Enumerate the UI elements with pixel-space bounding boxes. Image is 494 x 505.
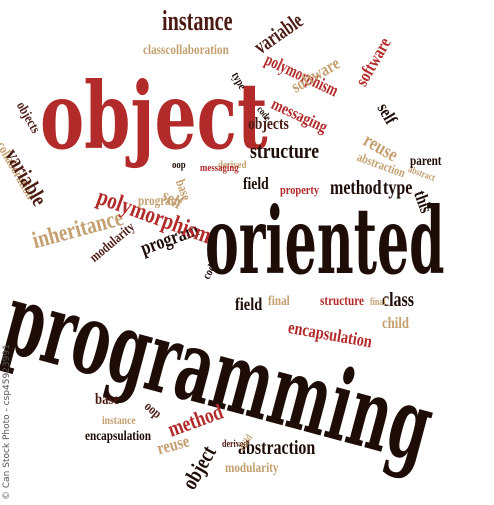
cloud-word: method (330, 177, 382, 199)
cloud-word: base (95, 391, 120, 408)
cloud-word: program (138, 194, 181, 209)
cloud-word: objects (248, 114, 289, 133)
cloud-word: structure (250, 138, 320, 163)
cloud-word: encapsulation (85, 429, 151, 444)
cloud-word: final (268, 294, 290, 309)
cloud-word: messaging (200, 162, 239, 174)
stock-watermark: © Can Stock Photo - csp45923991 (2, 344, 12, 500)
cloud-word: derived (218, 159, 247, 171)
cloud-word: variable (248, 7, 308, 59)
cloud-word: child (382, 315, 410, 332)
cloud-word: field (235, 294, 263, 314)
cloud-word: structure (320, 294, 364, 309)
cloud-word: field (243, 174, 269, 193)
cloud-word: parent (410, 154, 442, 169)
cloud-word: self (373, 99, 402, 128)
cloud-word: property (280, 182, 320, 197)
cloud-word: final (370, 297, 386, 308)
cloud-word: type (383, 177, 413, 199)
cloud-word: oriented (205, 187, 445, 295)
cloud-word: derived (222, 439, 248, 450)
cloud-word: abstraction (238, 437, 316, 459)
cloud-word: classcollaboration (143, 43, 229, 58)
cloud-word: class (382, 289, 414, 311)
cloud-word: software (351, 34, 395, 90)
cloud-word: modularity (225, 461, 279, 476)
cloud-word: oop (172, 159, 186, 171)
cloud-word: reuse (154, 430, 192, 459)
cloud-word: object (40, 62, 268, 170)
cloud-word: instance (162, 6, 233, 37)
cloud-word: instance (102, 413, 136, 427)
cloud-word: objects (12, 99, 43, 137)
